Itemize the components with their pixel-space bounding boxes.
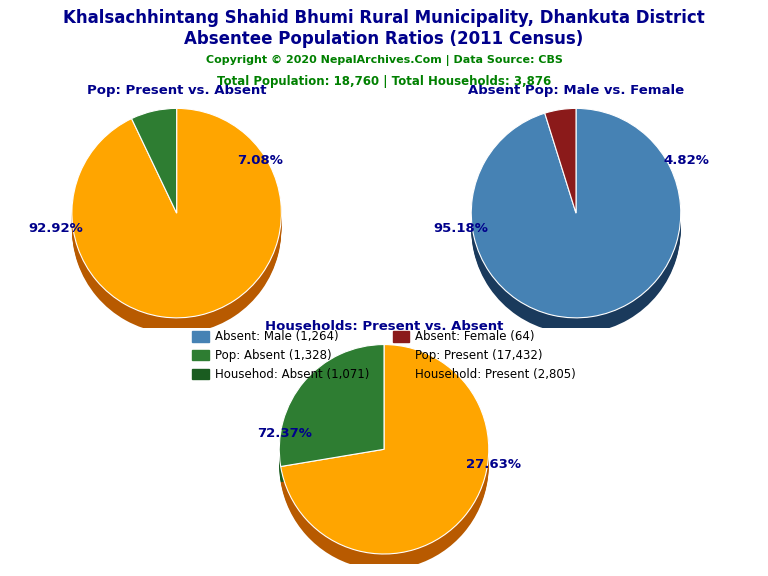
- Wedge shape: [280, 348, 384, 471]
- Wedge shape: [280, 358, 488, 567]
- Wedge shape: [72, 109, 281, 319]
- Wedge shape: [280, 351, 384, 473]
- Wedge shape: [280, 347, 488, 556]
- Wedge shape: [545, 111, 576, 216]
- Wedge shape: [280, 359, 488, 569]
- Wedge shape: [472, 122, 680, 331]
- Wedge shape: [280, 347, 384, 469]
- Wedge shape: [545, 119, 576, 223]
- Wedge shape: [280, 355, 488, 564]
- Wedge shape: [131, 116, 177, 221]
- Wedge shape: [131, 123, 177, 228]
- Wedge shape: [131, 118, 177, 222]
- Wedge shape: [545, 113, 576, 218]
- Wedge shape: [280, 346, 384, 468]
- Wedge shape: [131, 112, 177, 217]
- Wedge shape: [280, 350, 384, 472]
- Wedge shape: [280, 357, 384, 478]
- Wedge shape: [131, 108, 177, 213]
- Wedge shape: [72, 119, 281, 328]
- Wedge shape: [545, 115, 576, 219]
- Title: Absent Pop: Male vs. Female: Absent Pop: Male vs. Female: [468, 84, 684, 97]
- Wedge shape: [72, 123, 281, 332]
- Wedge shape: [72, 120, 281, 329]
- Wedge shape: [72, 113, 281, 323]
- Wedge shape: [472, 124, 680, 334]
- Wedge shape: [72, 124, 281, 334]
- Wedge shape: [280, 355, 384, 477]
- Wedge shape: [280, 357, 488, 566]
- Wedge shape: [472, 116, 680, 325]
- Text: Absentee Population Ratios (2011 Census): Absentee Population Ratios (2011 Census): [184, 30, 584, 48]
- Wedge shape: [472, 119, 680, 328]
- Wedge shape: [131, 119, 177, 223]
- Text: 27.63%: 27.63%: [466, 458, 521, 472]
- Wedge shape: [131, 120, 177, 225]
- Wedge shape: [280, 346, 488, 555]
- Wedge shape: [131, 122, 177, 226]
- Wedge shape: [545, 124, 576, 229]
- Wedge shape: [472, 109, 680, 319]
- Wedge shape: [280, 348, 488, 558]
- Wedge shape: [280, 359, 384, 481]
- Wedge shape: [280, 354, 384, 476]
- Wedge shape: [280, 353, 488, 562]
- Wedge shape: [72, 112, 281, 322]
- Text: 7.08%: 7.08%: [237, 154, 283, 167]
- Wedge shape: [280, 344, 384, 467]
- Wedge shape: [472, 108, 680, 318]
- Wedge shape: [545, 116, 576, 221]
- Wedge shape: [545, 109, 576, 214]
- Wedge shape: [280, 344, 488, 554]
- Wedge shape: [472, 118, 680, 327]
- Wedge shape: [545, 108, 576, 213]
- Legend: Absent: Male (1,264), Pop: Absent (1,328), Househod: Absent (1,071), Absent: Fem: Absent: Male (1,264), Pop: Absent (1,328…: [187, 325, 581, 386]
- Title: Households: Present vs. Absent: Households: Present vs. Absent: [265, 320, 503, 333]
- Wedge shape: [72, 116, 281, 325]
- Text: 4.82%: 4.82%: [663, 154, 709, 167]
- Wedge shape: [280, 360, 384, 482]
- Wedge shape: [545, 123, 576, 228]
- Wedge shape: [545, 120, 576, 225]
- Wedge shape: [72, 122, 281, 331]
- Wedge shape: [545, 122, 576, 226]
- Text: Khalsachhintang Shahid Bhumi Rural Municipality, Dhankuta District: Khalsachhintang Shahid Bhumi Rural Munic…: [63, 9, 705, 26]
- Wedge shape: [131, 115, 177, 219]
- Wedge shape: [472, 112, 680, 322]
- Wedge shape: [280, 351, 488, 560]
- Wedge shape: [72, 111, 281, 320]
- Wedge shape: [472, 115, 680, 324]
- Wedge shape: [280, 353, 384, 475]
- Wedge shape: [131, 113, 177, 218]
- Wedge shape: [280, 360, 488, 570]
- Wedge shape: [280, 358, 384, 480]
- Wedge shape: [472, 120, 680, 329]
- Text: 95.18%: 95.18%: [433, 222, 488, 236]
- Wedge shape: [72, 115, 281, 324]
- Wedge shape: [472, 123, 680, 332]
- Text: Total Population: 18,760 | Total Households: 3,876: Total Population: 18,760 | Total Househo…: [217, 75, 551, 88]
- Wedge shape: [545, 112, 576, 217]
- Wedge shape: [131, 109, 177, 214]
- Text: 92.92%: 92.92%: [29, 222, 84, 236]
- Wedge shape: [131, 111, 177, 216]
- Title: Pop: Present vs. Absent: Pop: Present vs. Absent: [87, 84, 266, 97]
- Wedge shape: [280, 354, 488, 563]
- Wedge shape: [472, 113, 680, 323]
- Wedge shape: [545, 118, 576, 222]
- Wedge shape: [131, 124, 177, 229]
- Text: Copyright © 2020 NepalArchives.Com | Data Source: CBS: Copyright © 2020 NepalArchives.Com | Dat…: [206, 55, 562, 66]
- Wedge shape: [72, 108, 281, 318]
- Text: 72.37%: 72.37%: [257, 427, 312, 440]
- Wedge shape: [280, 350, 488, 559]
- Wedge shape: [472, 111, 680, 320]
- Wedge shape: [72, 118, 281, 327]
